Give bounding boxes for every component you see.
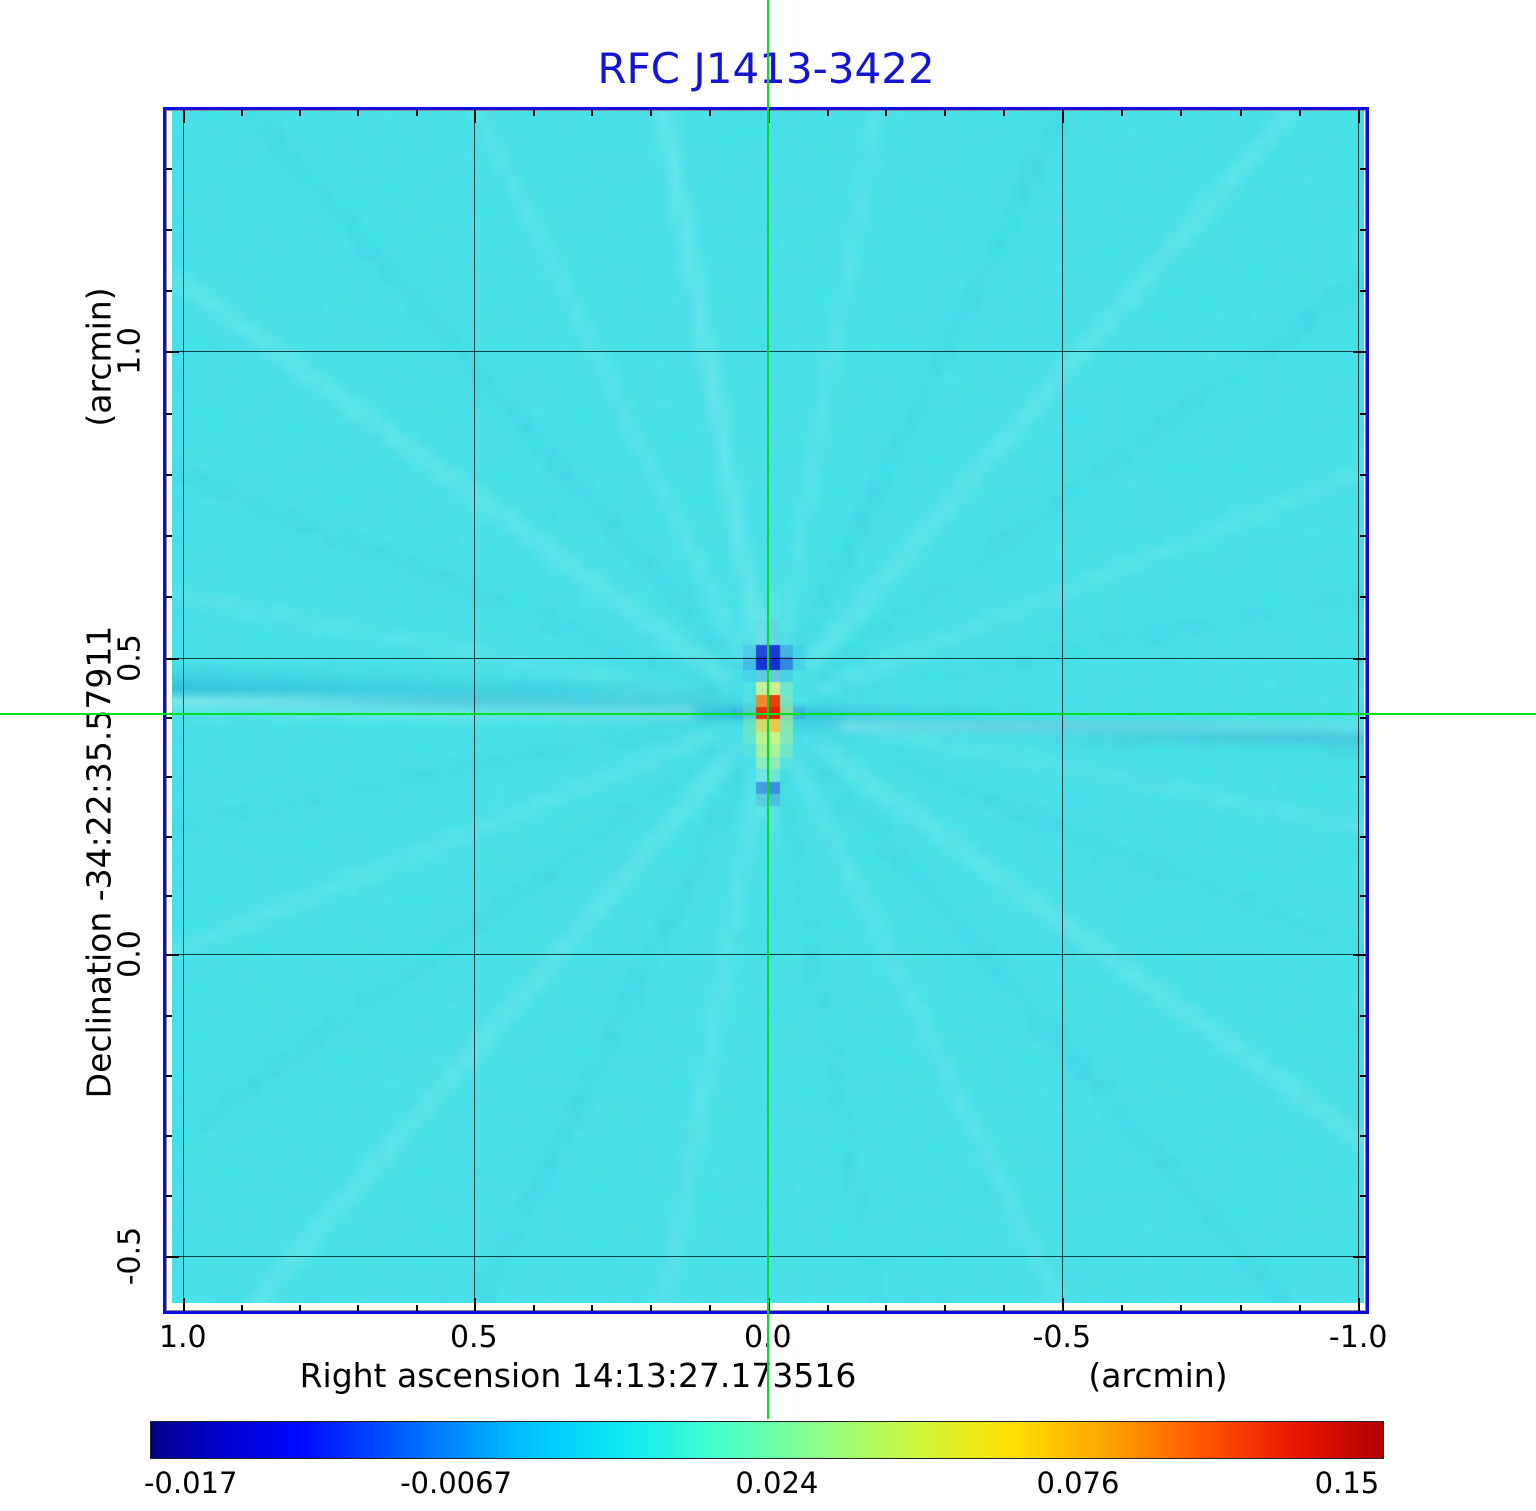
x-axis-tick-mark [827,110,829,116]
colorbar-tick-label: 0.076 [1036,1466,1119,1500]
y-axis-tick-mark [166,168,172,170]
y-axis-tick-mark [1360,1015,1366,1017]
x-axis-tick-mark [709,110,711,116]
y-axis-tick-mark [1353,351,1366,353]
y-axis-tick-mark [1360,1135,1366,1137]
x-axis-tick-mark [650,1305,652,1311]
y-tick-label: 0.0 [113,930,148,978]
x-axis-tick-mark [591,1305,593,1311]
x-axis-tick-mark [1180,1305,1182,1311]
x-axis-tick-mark [1062,1298,1064,1311]
colorbar-tick-label: 0.024 [735,1466,818,1500]
y-axis-tick-mark [1360,596,1366,598]
y-axis-tick-mark [1360,1195,1366,1197]
colorbar-tick-label: -0.0067 [400,1466,512,1500]
y-axis-tick-mark [1353,658,1366,660]
y-axis-tick-mark [1360,290,1366,292]
x-axis-tick-mark [650,110,652,116]
y-tick-label: -0.5 [113,1226,148,1285]
x-axis-tick-mark [357,110,359,116]
x-axis-tick-mark [241,1305,243,1311]
x-axis-tick-mark [474,1298,476,1311]
y-axis-tick-mark [1360,836,1366,838]
x-axis-tick-mark [1299,110,1301,116]
y-axis-tick-mark [166,717,172,719]
x-axis-tick-mark [474,110,476,123]
x-axis-tick-mark [1121,110,1123,116]
y-axis-tick-mark [1360,535,1366,537]
x-axis-tick-mark [1003,1305,1005,1311]
y-axis-tick-mark [166,836,172,838]
x-tick-label: -1.0 [1329,1320,1388,1355]
x-tick-label: -0.5 [1033,1320,1092,1355]
x-axis-tick-mark [1240,1305,1242,1311]
y-axis-tick-mark [1360,717,1366,719]
y-axis-tick-mark [166,1135,172,1137]
crosshair-horizontal-line [0,713,1536,715]
x-axis-tick-mark [1121,1305,1123,1311]
x-axis-tick-mark [885,110,887,116]
x-axis-tick-mark [299,110,301,116]
y-axis-tick-mark [166,229,172,231]
y-axis-tick-mark [1360,895,1366,897]
crosshair-vertical-line [767,0,769,1419]
y-axis-tick-mark [166,658,179,660]
x-axis-tick-mark [885,1305,887,1311]
y-axis-tick-mark [166,1075,172,1077]
y-axis-tick-mark [1360,168,1366,170]
y-axis-tick-mark [166,413,172,415]
y-axis-tick-mark [1360,1075,1366,1077]
y-axis-tick-mark [166,474,172,476]
y-axis-tick-mark [1353,1256,1366,1258]
figure-page: RFC J1413-3422 Declination -34:22:35.579… [0,0,1536,1511]
x-axis-tick-mark [1062,110,1064,123]
x-axis-tick-mark [709,1305,711,1311]
y-axis-tick-mark [166,535,172,537]
x-axis-tick-mark [591,110,593,116]
x-axis-tick-mark [299,1305,301,1311]
x-axis-label: Right ascension 14:13:27.173516 [300,1356,857,1395]
y-axis-tick-mark [1360,474,1366,476]
y-axis-tick-mark [166,1195,172,1197]
x-axis-tick-mark [944,110,946,116]
x-axis-tick-mark [416,110,418,116]
colorbar [150,1421,1384,1459]
x-axis-tick-mark [944,1305,946,1311]
y-axis-tick-mark [166,1015,172,1017]
x-axis-tick-mark [1358,1298,1360,1311]
y-axis-tick-mark [1360,229,1366,231]
colorbar-tick-label: 0.15 [1315,1466,1380,1500]
y-axis-tick-mark [166,954,179,956]
x-axis-tick-mark [827,1305,829,1311]
x-tick-label: 1.0 [159,1320,207,1355]
x-axis-tick-mark [533,1305,535,1311]
y-axis-tick-mark [166,290,172,292]
x-axis-tick-mark [241,110,243,116]
x-tick-label: 0.5 [450,1320,498,1355]
x-axis-tick-mark [357,1305,359,1311]
y-axis-tick-mark [166,596,172,598]
y-axis-label: Declination -34:22:35.57911 [80,626,119,1099]
y-axis-tick-mark [166,351,179,353]
y-axis-tick-mark [166,1256,179,1258]
y-axis-tick-mark [1360,776,1366,778]
colorbar-tick-label: -0.017 [144,1466,238,1500]
y-axis-tick-mark [1360,413,1366,415]
x-axis-tick-mark [533,110,535,116]
x-axis-tick-mark [1358,110,1360,123]
x-axis-tick-mark [1003,110,1005,116]
x-axis-tick-mark [183,1298,185,1311]
x-axis-unit-label: (arcmin) [1088,1356,1227,1395]
x-axis-tick-mark [1299,1305,1301,1311]
x-axis-tick-mark [183,110,185,123]
x-axis-tick-mark [1180,110,1182,116]
x-axis-tick-mark [416,1305,418,1311]
y-axis-tick-mark [166,895,172,897]
y-axis-tick-mark [166,776,172,778]
y-tick-label: 0.5 [113,634,148,682]
y-tick-label: 1.0 [113,328,148,376]
y-axis-tick-mark [1353,954,1366,956]
x-axis-tick-mark [1240,110,1242,116]
